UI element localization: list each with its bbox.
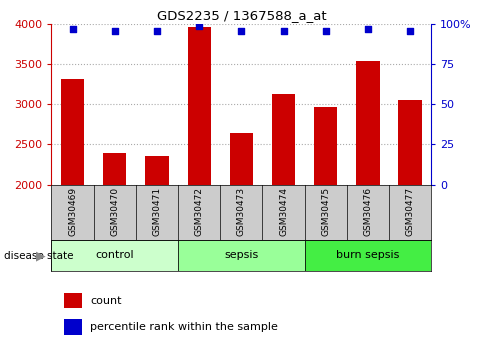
Text: percentile rank within the sample: percentile rank within the sample — [90, 322, 278, 332]
Point — [238, 28, 245, 33]
Point — [406, 28, 414, 33]
Text: disease state: disease state — [4, 251, 74, 261]
Point — [111, 28, 119, 33]
Bar — [51, 240, 178, 271]
Text: sepsis: sepsis — [224, 250, 258, 260]
Point — [69, 26, 76, 32]
Point — [364, 26, 372, 32]
Bar — [314, 107, 337, 185]
Text: control: control — [96, 250, 134, 260]
Bar — [188, 27, 211, 185]
Bar — [146, 156, 169, 185]
Text: GSM30472: GSM30472 — [195, 187, 204, 236]
Point — [153, 28, 161, 33]
Bar — [356, 61, 380, 185]
Text: GSM30473: GSM30473 — [237, 187, 246, 236]
Text: GSM30469: GSM30469 — [68, 187, 77, 236]
Text: GSM30477: GSM30477 — [406, 187, 415, 236]
Text: count: count — [90, 296, 122, 306]
Text: GSM30471: GSM30471 — [152, 187, 161, 236]
Bar — [305, 240, 431, 271]
Text: ▶: ▶ — [36, 249, 46, 263]
Bar — [230, 133, 253, 185]
Bar — [398, 100, 422, 185]
Text: burn sepsis: burn sepsis — [336, 250, 400, 260]
Text: GSM30476: GSM30476 — [364, 187, 372, 236]
Bar — [64, 319, 82, 335]
Bar — [103, 153, 126, 185]
Bar — [61, 79, 84, 185]
Text: GSM30474: GSM30474 — [279, 187, 288, 236]
Text: GSM30475: GSM30475 — [321, 187, 330, 236]
Bar — [178, 240, 305, 271]
Bar — [64, 293, 82, 308]
Point — [195, 23, 203, 29]
Text: GSM30470: GSM30470 — [110, 187, 119, 236]
Bar — [272, 94, 295, 185]
Point — [280, 28, 288, 33]
Point — [322, 28, 330, 33]
Title: GDS2235 / 1367588_a_at: GDS2235 / 1367588_a_at — [156, 9, 326, 22]
